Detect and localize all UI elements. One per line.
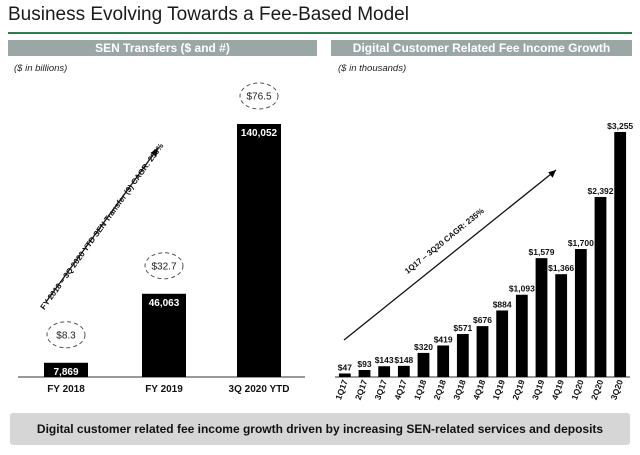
fee-category-label: 1Q19	[491, 378, 508, 401]
sen-bar	[237, 124, 281, 377]
sen-category-label: 3Q 2020 YTD	[229, 384, 290, 395]
fee-bar-value-label: $143	[375, 355, 394, 365]
fee-bar	[338, 373, 351, 377]
fee-bar-value-label: $884	[493, 299, 512, 309]
fee-bar-value-label: $676	[473, 315, 492, 325]
right-units-label: ($ in thousands)	[338, 63, 407, 74]
sen-bar-value-label: 46,063	[149, 298, 180, 309]
sen-dollar-label: $8.3	[56, 330, 76, 341]
sen-dollar-circle	[239, 82, 279, 110]
fee-bar-value-label: $1,579	[529, 247, 555, 257]
fee-category-label: 2Q18	[432, 378, 449, 401]
sen-category-label: FY 2019	[145, 384, 183, 395]
left-growth-arrowhead	[150, 148, 158, 157]
fee-bar-value-label: $1,093	[509, 284, 535, 294]
fee-bar	[378, 366, 391, 377]
fee-category-label: 4Q18	[471, 378, 488, 401]
fee-bar	[555, 274, 568, 377]
fee-category-label: 2Q17	[353, 378, 370, 401]
fee-bar	[574, 249, 587, 377]
fee-bar	[515, 294, 528, 377]
fee-bar-value-label: $3,255	[607, 121, 633, 131]
fee-bar-value-label: $571	[453, 323, 472, 333]
sen-category-label: FY 2018	[47, 384, 85, 395]
fee-category-label: 1Q20	[569, 378, 586, 401]
right-growth-arrow-line	[343, 169, 557, 341]
sen-dollar-circle	[46, 321, 86, 349]
fee-bar-value-label: $93	[357, 359, 371, 369]
sen-bar-value-label: 7,869	[53, 367, 78, 378]
title-underline	[8, 32, 632, 34]
fee-category-label: 3Q17	[373, 378, 390, 401]
page-title: Business Evolving Towards a Fee-Based Mo…	[8, 4, 409, 25]
fee-bar	[496, 310, 509, 377]
fee-bar	[614, 132, 627, 377]
fee-bar	[358, 370, 371, 377]
fee-bar-value-label: $148	[394, 355, 413, 365]
left-panel-header: SEN Transfers ($ and #)	[8, 40, 317, 56]
fee-category-label: 3Q19	[530, 378, 547, 401]
fee-category-label: 4Q17	[392, 378, 409, 401]
sen-dollar-label: $76.5	[246, 92, 271, 103]
fee-category-label: 1Q17	[333, 378, 350, 401]
sen-bar-value-label: 140,052	[241, 128, 278, 139]
footer-banner: Digital customer related fee income grow…	[10, 413, 630, 445]
right-cagr-annotation: 1Q17 – 3Q20 CAGR: 235%	[403, 206, 486, 275]
sen-dollar-circle	[144, 252, 184, 280]
sen-dollar-label: $32.7	[151, 261, 176, 272]
fee-category-label: 3Q20	[609, 378, 626, 401]
fee-category-label: 2Q19	[510, 378, 527, 401]
sen-bar	[44, 362, 88, 377]
fee-category-label: 3Q18	[451, 378, 468, 401]
fee-bar-value-label: $2,392	[588, 186, 614, 196]
right-panel-header: Digital Customer Related Fee Income Grow…	[331, 40, 632, 56]
fee-bar-value-label: $1,366	[548, 263, 574, 273]
fee-category-label: 2Q20	[589, 378, 606, 401]
left-growth-arrow-line	[45, 147, 159, 303]
left-units-label: ($ in billions)	[14, 63, 68, 74]
fee-bar	[535, 258, 548, 377]
fee-bar	[437, 345, 450, 377]
right-growth-arrowhead	[548, 170, 556, 178]
fee-bar-value-label: $1,700	[568, 238, 594, 248]
fee-bar	[417, 352, 430, 377]
sen-bar	[142, 293, 186, 377]
fee-bar-value-label: $419	[434, 334, 453, 344]
fee-bar	[476, 326, 489, 377]
fee-bar-value-label: $47	[338, 362, 352, 372]
fee-bar-value-label: $320	[414, 342, 433, 352]
fee-category-label: 1Q18	[412, 378, 429, 401]
fee-category-label: 4Q19	[550, 378, 567, 401]
fee-bar	[594, 196, 607, 377]
fee-bar	[397, 365, 410, 377]
fee-bar	[456, 334, 469, 377]
